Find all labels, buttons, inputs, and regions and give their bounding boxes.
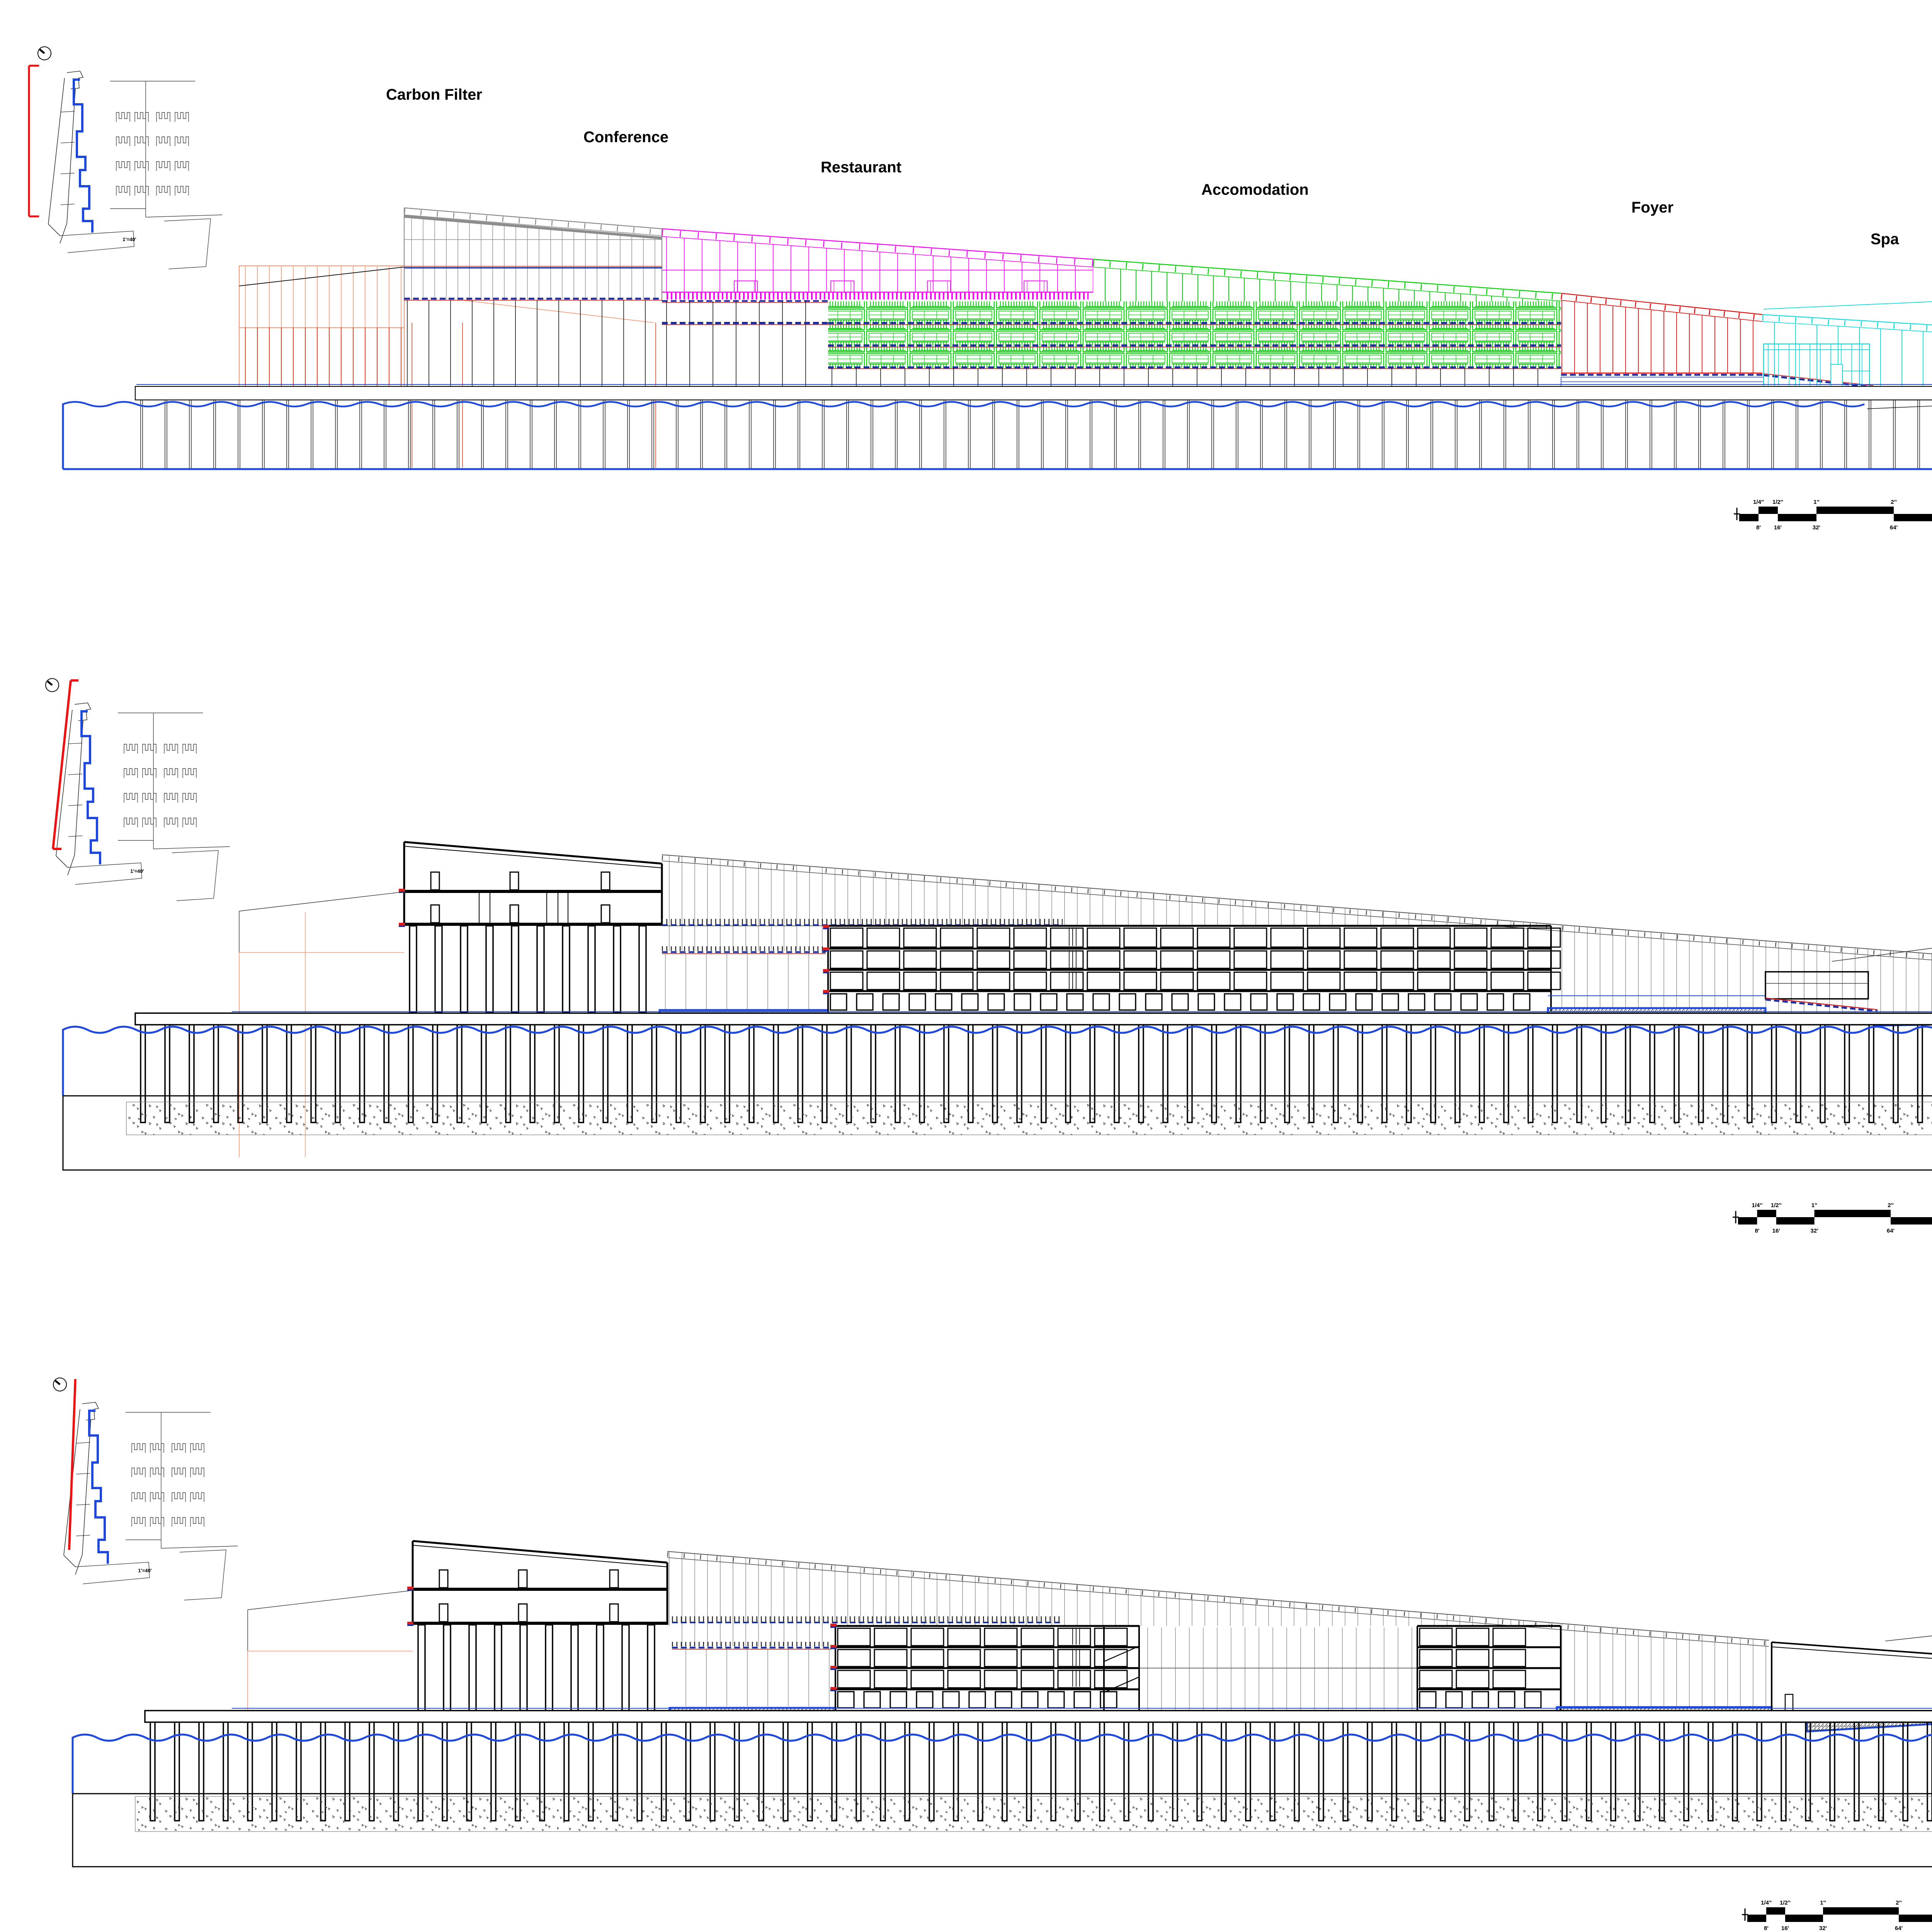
svg-text:1'=40': 1'=40': [122, 236, 136, 242]
svg-text:Conference: Conference: [583, 129, 668, 146]
svg-text:1'': 1'': [1811, 1202, 1817, 1209]
svg-text:1/2'': 1/2'': [1780, 1900, 1791, 1906]
svg-text:Foyer: Foyer: [1631, 199, 1673, 216]
svg-text:Restaurant: Restaurant: [821, 159, 901, 176]
svg-text:64': 64': [1887, 1228, 1895, 1234]
svg-text:16': 16': [1774, 524, 1782, 531]
svg-text:32': 32': [1810, 1228, 1818, 1234]
svg-text:16': 16': [1781, 1925, 1789, 1932]
svg-text:1'': 1'': [1813, 499, 1819, 505]
svg-text:1/4'': 1/4'': [1761, 1900, 1772, 1906]
svg-text:1'=40': 1'=40': [130, 868, 144, 874]
svg-text:8': 8': [1756, 524, 1761, 531]
svg-text:2'': 2'': [1896, 1900, 1901, 1906]
svg-text:2'': 2'': [1891, 499, 1896, 505]
svg-text:1/4'': 1/4'': [1753, 499, 1764, 505]
svg-text:1/2'': 1/2'': [1771, 1202, 1782, 1209]
svg-text:Accomodation: Accomodation: [1201, 181, 1309, 198]
svg-text:1'': 1'': [1820, 1900, 1826, 1906]
svg-text:64': 64': [1895, 1925, 1903, 1932]
svg-text:8': 8': [1755, 1228, 1759, 1234]
svg-text:2'': 2'': [1888, 1202, 1893, 1209]
svg-text:16': 16': [1772, 1228, 1780, 1234]
svg-text:32': 32': [1813, 524, 1820, 531]
svg-text:1/2'': 1/2'': [1772, 499, 1783, 505]
svg-text:Spa: Spa: [1871, 231, 1899, 248]
svg-text:1'=40': 1'=40': [138, 1568, 151, 1573]
svg-text:Carbon Filter: Carbon Filter: [386, 86, 482, 103]
svg-text:8': 8': [1764, 1925, 1769, 1932]
svg-text:32': 32': [1819, 1925, 1827, 1932]
svg-text:1/4'': 1/4'': [1752, 1202, 1762, 1209]
svg-text:64': 64': [1890, 524, 1898, 531]
